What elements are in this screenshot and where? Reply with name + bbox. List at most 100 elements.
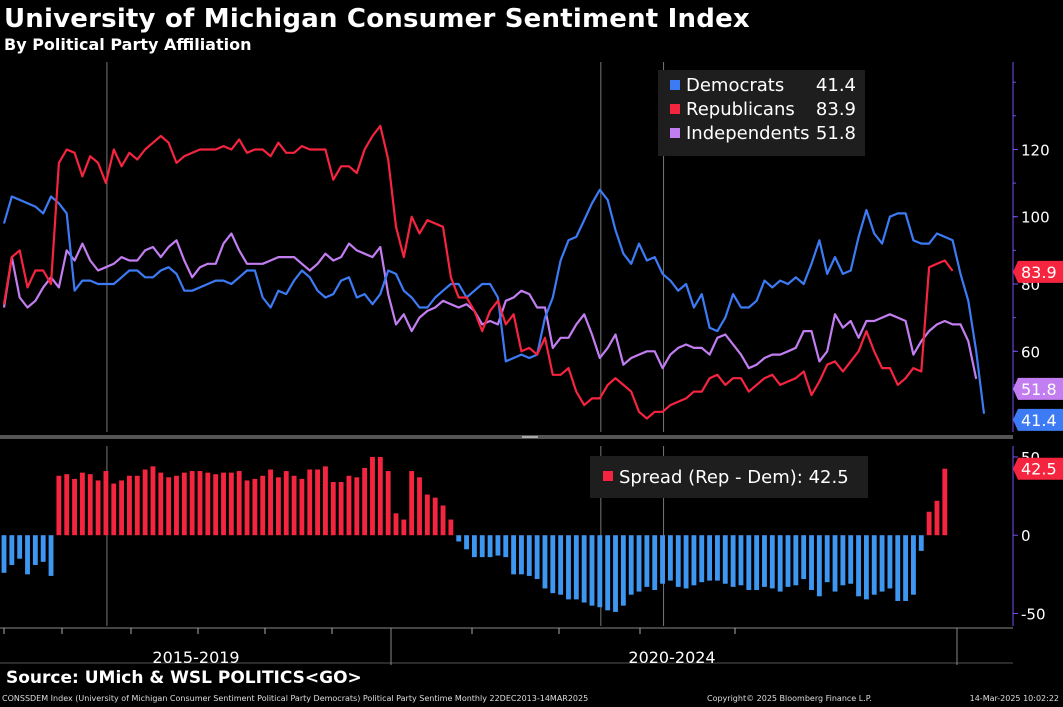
legend-label: Democrats (686, 75, 784, 96)
spread-bar (456, 535, 462, 542)
spread-bar (683, 535, 689, 589)
timestamp: 14-Mar-2025 10:02:22 (969, 694, 1059, 703)
spread-bar (793, 535, 799, 586)
spread-bar (32, 535, 38, 565)
spread-bar (534, 535, 540, 580)
spread-bar (840, 535, 846, 586)
spread-bar (495, 535, 501, 556)
spread-bar (315, 469, 321, 536)
spread-bar (762, 535, 767, 587)
spread-bar (377, 456, 383, 536)
spread-bar (228, 472, 234, 536)
spread-bar (605, 535, 611, 611)
legend-value: 51.8 (816, 123, 856, 144)
spread-bar (134, 475, 140, 536)
spread-bar (1, 535, 7, 573)
spread-bar (432, 497, 438, 536)
spread-bar (236, 471, 242, 536)
spread-bar (401, 519, 407, 536)
spread-bar (103, 471, 109, 536)
spread-last-tag-text: 42.5 (1021, 460, 1057, 479)
spread-legend-value: 42.5 (809, 467, 849, 488)
spread-bar (283, 471, 289, 536)
spread-bar (95, 480, 101, 536)
spread-bar (746, 535, 752, 590)
spread-bar (221, 472, 226, 536)
series-line-republicans (2, 124, 954, 420)
spread-bar (871, 535, 877, 595)
spread-bar (856, 535, 861, 597)
spread-bar (636, 535, 642, 592)
legend: Democrats 41.4 Republicans 83.9 Independents… (658, 70, 865, 156)
spread-bar (542, 535, 548, 589)
spread-bar (150, 466, 156, 536)
spread-bar (832, 535, 838, 592)
spread-bar (213, 474, 219, 536)
spread-bar (260, 475, 266, 536)
spread-bar (519, 535, 524, 575)
spread-bar (307, 469, 313, 536)
legend-box (658, 70, 865, 156)
spread-bar (926, 511, 932, 536)
spread-bar (620, 535, 626, 606)
spread-bar (119, 480, 125, 536)
democrats-last-tag-bg (1013, 408, 1063, 431)
spread-bar (934, 500, 940, 536)
spread-bar (809, 535, 814, 590)
legend-swatch-independents (670, 128, 680, 138)
spread-legend-box (590, 456, 868, 498)
spread-bar (667, 535, 673, 581)
y-tick-label: 100 (1021, 209, 1050, 227)
spread-bar (56, 475, 62, 536)
spread-bar (393, 513, 399, 536)
spread-bar (660, 535, 665, 584)
spread-bar (252, 478, 258, 536)
spread-bar (707, 535, 713, 581)
spread-bar (166, 477, 172, 536)
spread-bar (738, 535, 744, 586)
x-label-2020-2024: 2020-2024 (628, 648, 715, 667)
spread-bar (330, 482, 336, 536)
spread-bar (848, 535, 854, 584)
spread-bar (566, 535, 571, 600)
independents-last-tag-text: 51.8 (1021, 380, 1057, 399)
spread-bar (911, 535, 916, 595)
spread-bar (769, 535, 775, 589)
spread-bar (197, 471, 203, 536)
spread-bar (72, 478, 77, 536)
spread-bar (299, 478, 305, 536)
spread-legend-name: Spread (Rep - Dem) (619, 467, 797, 488)
spread-bar (205, 472, 211, 536)
spread-bar (25, 535, 30, 575)
spread-bar (268, 469, 273, 536)
y-tick-label: 0 (1021, 527, 1031, 545)
spread-bar (503, 535, 509, 558)
spread-last-tag-bg (1013, 457, 1063, 480)
republicans-last-tag-text: 83.9 (1021, 263, 1057, 282)
spread-bar (613, 535, 618, 612)
spread-bar (362, 467, 368, 536)
spread-bar (895, 535, 901, 601)
y-tick-label: 60 (1021, 343, 1040, 361)
y-tick-label: 120 (1021, 141, 1050, 159)
independents-last-tag-bg (1013, 377, 1063, 400)
spread-bar (471, 535, 477, 558)
spread-bar (479, 535, 485, 558)
spread-bar (581, 535, 587, 603)
spread-bar (87, 474, 93, 536)
spread-bar (174, 475, 179, 536)
spread-bar (730, 535, 736, 587)
spread-bar (879, 535, 885, 592)
y-tick-label: -50 (1021, 605, 1046, 623)
spread-bar (675, 535, 681, 587)
spread-bar (715, 535, 720, 581)
spread-bar (699, 535, 705, 583)
spread-bar (40, 535, 46, 562)
spread-bar (652, 535, 658, 590)
spread-legend-swatch (603, 471, 613, 481)
spread-legend: Spread (Rep - Dem): 42.5 (590, 456, 868, 498)
spread-bar (558, 535, 564, 595)
spread-bar (48, 535, 54, 576)
copyright-note: Copyright© 2025 Bloomberg Finance L.P. (707, 694, 872, 703)
spread-bar (754, 535, 760, 590)
